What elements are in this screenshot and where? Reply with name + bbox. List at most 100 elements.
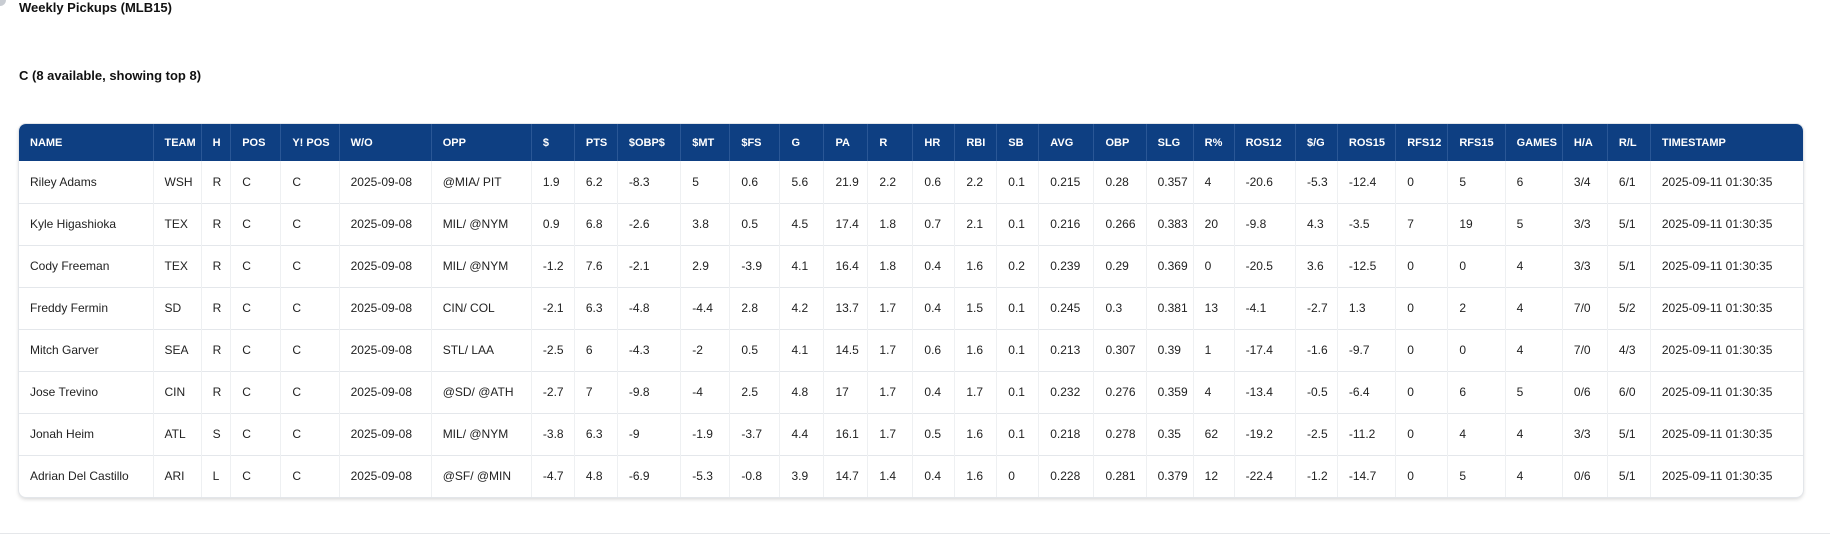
column-header[interactable]: $MT — [680, 124, 731, 161]
table-cell: 6/0 — [1607, 371, 1651, 413]
column-header[interactable]: OPP — [431, 124, 532, 161]
table-cell: 0.6 — [912, 329, 956, 371]
table-cell: 2025-09-08 — [339, 245, 432, 287]
table-cell: 5/2 — [1607, 287, 1651, 329]
column-header[interactable]: $ — [531, 124, 575, 161]
table-row[interactable]: Kyle Higashioka TEX R C C 2025-09-08 MIL/ @NYM… — [19, 203, 1803, 245]
table-cell: 6 — [1505, 161, 1563, 203]
table-cell: 0.6 — [912, 161, 956, 203]
column-header[interactable]: $OBP$ — [617, 124, 682, 161]
table-cell: MIL/ @NYM — [431, 245, 532, 287]
table-row[interactable]: Mitch Garver SEA R C C 2025-09-08 STL/ LAA -2.5… — [19, 329, 1803, 371]
table-cell: 0.5 — [912, 413, 956, 455]
table-cell: 0.266 — [1093, 203, 1147, 245]
table-cell: C — [230, 245, 282, 287]
table-row[interactable]: Jonah Heim ATL S C C 2025-09-08 MIL/ @NYM -3.8 6… — [19, 413, 1803, 455]
column-header[interactable]: ROS12 — [1234, 124, 1296, 161]
table-cell: 0.228 — [1038, 455, 1095, 497]
table-cell: -9.7 — [1337, 329, 1397, 371]
table-cell: 0.232 — [1038, 371, 1095, 413]
column-header[interactable]: SB — [996, 124, 1040, 161]
column-header[interactable]: RFS15 — [1447, 124, 1506, 161]
table-cell: 0.5 — [729, 203, 781, 245]
table-cell: 3/4 — [1562, 161, 1608, 203]
table-cell: R — [201, 203, 232, 245]
column-header[interactable]: POS — [230, 124, 282, 161]
table-cell: -9.8 — [1234, 203, 1296, 245]
table-cell: -17.4 — [1234, 329, 1296, 371]
table-cell: 0.39 — [1146, 329, 1194, 371]
column-header[interactable]: SLG — [1146, 124, 1194, 161]
player-name-cell: Jose Trevino — [19, 371, 154, 413]
column-header[interactable]: R% — [1193, 124, 1235, 161]
table-cell: 2025-09-11 01:30:35 — [1661, 217, 1773, 231]
table-cell: 14.5 — [823, 329, 869, 371]
column-header[interactable]: G — [779, 124, 825, 161]
table-cell: -14.7 — [1337, 455, 1397, 497]
table-row[interactable]: Freddy Fermin SD R C C 2025-09-08 CIN/ COL -2.1… — [19, 287, 1803, 329]
table-cell: 0.213 — [1038, 329, 1095, 371]
table-cell: 3/3 — [1562, 245, 1608, 287]
column-header[interactable]: NAME — [19, 124, 154, 161]
column-header[interactable]: PA — [823, 124, 869, 161]
table-cell: 1.4 — [867, 455, 914, 497]
table-cell: -3.9 — [729, 245, 781, 287]
table-cell: 0.29 — [1093, 245, 1147, 287]
table-cell: -6.9 — [617, 455, 682, 497]
column-header[interactable]: $FS — [729, 124, 781, 161]
table-cell: 0 — [1447, 329, 1506, 371]
table-cell: TEX — [153, 245, 202, 287]
column-header[interactable]: H/A — [1562, 124, 1608, 161]
table-cell: R — [201, 287, 232, 329]
table-row[interactable]: Cody Freeman TEX R C C 2025-09-08 MIL/ @NYM -1.… — [19, 245, 1803, 287]
table-cell: 2025-09-08 — [339, 455, 432, 497]
table-cell: -2.7 — [531, 371, 575, 413]
table-cell: 1.6 — [954, 245, 998, 287]
column-header[interactable]: R — [867, 124, 914, 161]
table-cell: 5 — [1447, 161, 1506, 203]
table-cell: 1.7 — [867, 413, 914, 455]
table-cell: R — [201, 371, 232, 413]
table-cell: 2.8 — [729, 287, 781, 329]
table-cell: -4.4 — [680, 287, 731, 329]
table-cell: 2025-09-11 01:30:35 — [1661, 301, 1773, 315]
table-cell: -4 — [680, 371, 731, 413]
column-header[interactable]: RFS12 — [1395, 124, 1449, 161]
table-cell: 0 — [1193, 245, 1235, 287]
table-cell: 0/6 — [1562, 455, 1608, 497]
column-header[interactable]: AVG — [1038, 124, 1095, 161]
table-cell: C — [280, 329, 340, 371]
column-header[interactable]: TEAM — [153, 124, 202, 161]
table-cell: -2.6 — [617, 203, 682, 245]
table-cell: MIL/ @NYM — [431, 203, 532, 245]
column-header[interactable]: W/O — [339, 124, 432, 161]
table-cell: 3/3 — [1562, 203, 1608, 245]
table-cell: MIL/ @NYM — [431, 413, 532, 455]
table-cell: -2 — [680, 329, 731, 371]
table-cell: -9.8 — [617, 371, 682, 413]
column-header[interactable]: TIMESTAMP — [1661, 136, 1726, 149]
table-row[interactable]: Adrian Del Castillo ARI L C C 2025-09-08 @SF/ … — [19, 455, 1803, 497]
column-header[interactable]: OBP — [1093, 124, 1147, 161]
table-cell: 4 — [1505, 329, 1563, 371]
table-cell: 0.5 — [729, 329, 781, 371]
table-cell: @MIA/ PIT — [431, 161, 532, 203]
column-header[interactable]: RBI — [954, 124, 998, 161]
table-cell: 0.245 — [1038, 287, 1095, 329]
column-header[interactable]: $/G — [1295, 124, 1338, 161]
column-header[interactable]: PTS — [574, 124, 618, 161]
column-header[interactable]: ROS15 — [1337, 124, 1397, 161]
table-cell: 0 — [1395, 455, 1449, 497]
table-cell: 2025-09-08 — [339, 413, 432, 455]
column-header[interactable]: Y! POS — [280, 124, 340, 161]
table-cell: 2025-09-11 01:30:35 — [1661, 343, 1773, 357]
table-row[interactable]: Riley Adams WSH R C C 2025-09-08 @MIA/ PIT 1.9 6… — [19, 161, 1803, 203]
column-header[interactable]: H — [201, 124, 232, 161]
table-cell: 2025-09-11 01:30:35 — [1661, 259, 1773, 273]
column-header[interactable]: HR — [912, 124, 956, 161]
column-header[interactable]: R/L — [1607, 124, 1651, 161]
table-cell: 0.2 — [996, 245, 1040, 287]
table-row[interactable]: Jose Trevino CIN R C C 2025-09-08 @SD/ @ATH -2.… — [19, 371, 1803, 413]
table-cell: 7 — [574, 371, 618, 413]
column-header[interactable]: GAMES — [1505, 124, 1563, 161]
